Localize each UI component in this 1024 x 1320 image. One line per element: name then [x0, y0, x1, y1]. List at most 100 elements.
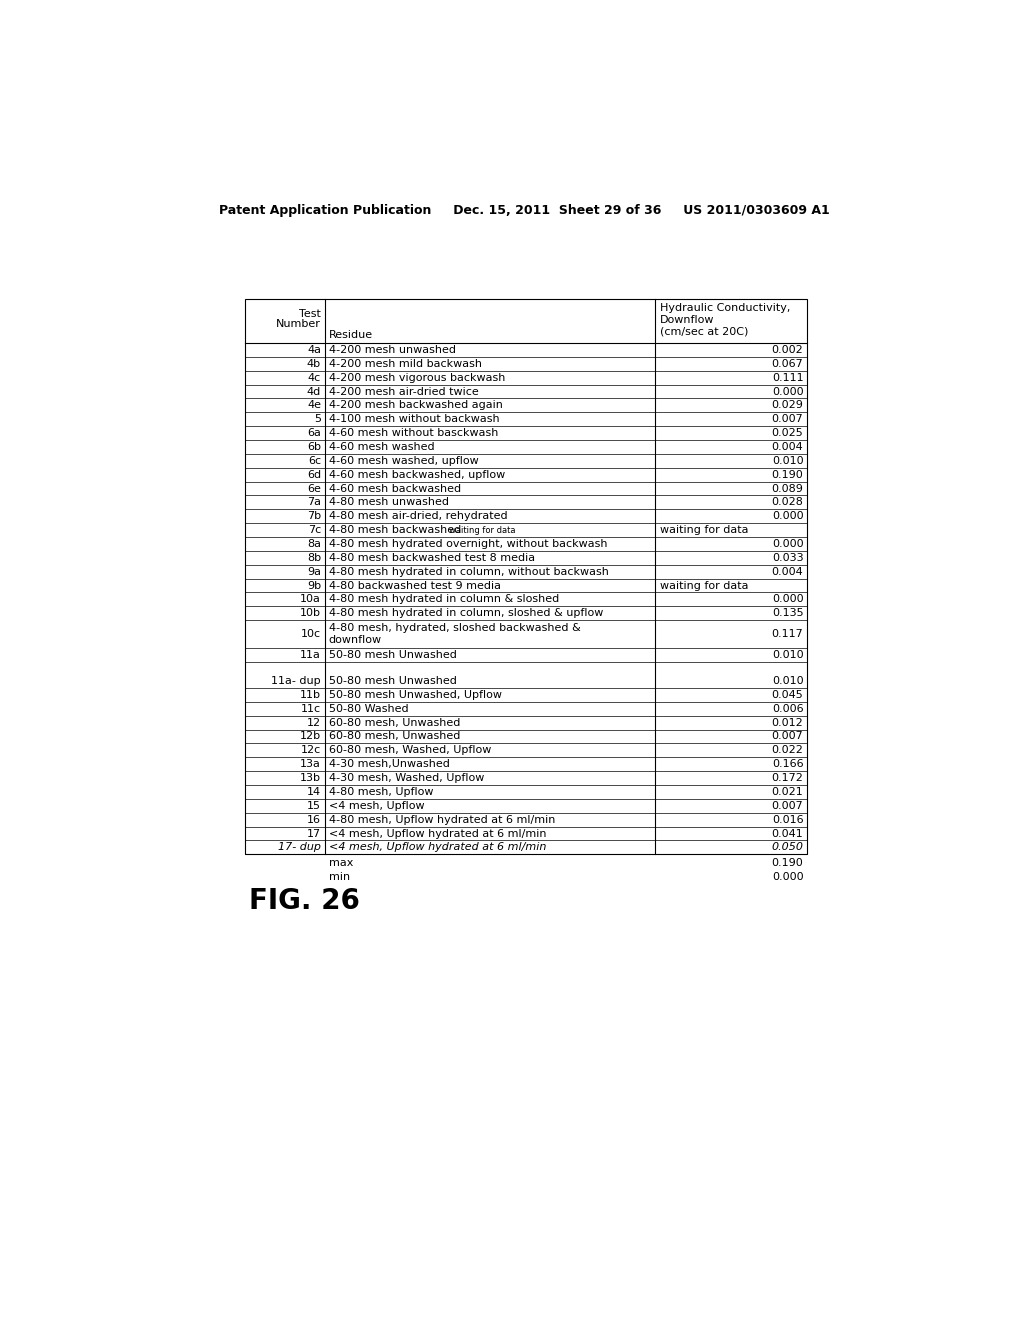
Text: 4-80 mesh unwashed: 4-80 mesh unwashed [329, 498, 449, 507]
Text: 0.033: 0.033 [772, 553, 804, 562]
Text: 4-80 mesh hydrated in column, sloshed & upflow: 4-80 mesh hydrated in column, sloshed & … [329, 609, 603, 618]
Text: 17: 17 [307, 829, 321, 838]
Text: 0.004: 0.004 [772, 442, 804, 451]
Text: 4-80 mesh backwashed: 4-80 mesh backwashed [329, 525, 461, 535]
Text: 4-200 mesh vigorous backwash: 4-200 mesh vigorous backwash [329, 372, 505, 383]
Text: 0.021: 0.021 [772, 787, 804, 797]
Text: 0.010: 0.010 [772, 455, 804, 466]
Text: (cm/sec at 20C): (cm/sec at 20C) [659, 327, 748, 337]
Text: 11a- dup: 11a- dup [271, 676, 321, 686]
Text: <4 mesh, Upflow: <4 mesh, Upflow [329, 801, 424, 810]
Text: 0.002: 0.002 [772, 345, 804, 355]
Text: 0.004: 0.004 [772, 566, 804, 577]
Text: 60-80 mesh, Washed, Upflow: 60-80 mesh, Washed, Upflow [329, 746, 492, 755]
Text: 13b: 13b [300, 774, 321, 783]
Text: 7c: 7c [307, 525, 321, 535]
Text: 0.029: 0.029 [771, 400, 804, 411]
Text: 17- dup: 17- dup [278, 842, 321, 853]
Text: 0.000: 0.000 [772, 539, 804, 549]
Text: 10c: 10c [301, 630, 321, 639]
Text: 4-80 mesh hydrated in column, without backwash: 4-80 mesh hydrated in column, without ba… [329, 566, 608, 577]
Text: 0.050: 0.050 [771, 842, 804, 853]
Text: 10b: 10b [300, 609, 321, 618]
Text: 0.000: 0.000 [772, 387, 804, 396]
Text: waiting for data: waiting for data [659, 525, 749, 535]
Text: 4-200 mesh backwashed again: 4-200 mesh backwashed again [329, 400, 503, 411]
Text: 0.022: 0.022 [771, 746, 804, 755]
Text: 0.089: 0.089 [771, 483, 804, 494]
Text: 0.007: 0.007 [772, 801, 804, 810]
Text: 4-80 mesh, hydrated, sloshed backwashed &: 4-80 mesh, hydrated, sloshed backwashed … [329, 623, 581, 634]
Text: 10a: 10a [300, 594, 321, 605]
Text: 0.010: 0.010 [772, 676, 804, 686]
Text: 0.007: 0.007 [772, 414, 804, 424]
Text: 4e: 4e [307, 400, 321, 411]
Text: 50-80 Washed: 50-80 Washed [329, 704, 409, 714]
Text: 4-100 mesh without backwash: 4-100 mesh without backwash [329, 414, 500, 424]
Text: Number: Number [276, 319, 321, 330]
Text: 0.000: 0.000 [772, 594, 804, 605]
Text: 4-80 backwashed test 9 media: 4-80 backwashed test 9 media [329, 581, 501, 590]
Text: 11a: 11a [300, 649, 321, 660]
Text: 0.190: 0.190 [772, 858, 804, 867]
Text: 0.190: 0.190 [772, 470, 804, 479]
Text: waiting for data: waiting for data [659, 581, 749, 590]
Text: 4-200 mesh air-dried twice: 4-200 mesh air-dried twice [329, 387, 478, 396]
Text: 7a: 7a [307, 498, 321, 507]
Text: 4-60 mesh washed: 4-60 mesh washed [329, 442, 434, 451]
Text: 4-30 mesh,Unwashed: 4-30 mesh,Unwashed [329, 759, 450, 770]
Text: <4 mesh, Upflow hydrated at 6 ml/min: <4 mesh, Upflow hydrated at 6 ml/min [329, 829, 546, 838]
Text: 4-60 mesh backwashed, upflow: 4-60 mesh backwashed, upflow [329, 470, 505, 479]
Text: 8a: 8a [307, 539, 321, 549]
Text: 4d: 4d [306, 387, 321, 396]
Text: min: min [329, 871, 350, 882]
Text: 0.028: 0.028 [771, 498, 804, 507]
Text: 0.067: 0.067 [772, 359, 804, 368]
Text: 50-80 mesh Unwashed, Upflow: 50-80 mesh Unwashed, Upflow [329, 690, 502, 700]
Text: Hydraulic Conductivity,: Hydraulic Conductivity, [659, 304, 790, 313]
Text: 7b: 7b [307, 511, 321, 521]
Text: 6c: 6c [308, 455, 321, 466]
Text: 0.041: 0.041 [772, 829, 804, 838]
Text: 0.000: 0.000 [772, 871, 804, 882]
Text: 60-80 mesh, Unwashed: 60-80 mesh, Unwashed [329, 731, 460, 742]
Text: Patent Application Publication     Dec. 15, 2011  Sheet 29 of 36     US 2011/030: Patent Application Publication Dec. 15, … [219, 205, 830, 218]
Text: 4-30 mesh, Washed, Upflow: 4-30 mesh, Washed, Upflow [329, 774, 484, 783]
Text: 4-80 mesh, Upflow hydrated at 6 ml/min: 4-80 mesh, Upflow hydrated at 6 ml/min [329, 814, 555, 825]
Text: Test: Test [299, 309, 321, 319]
Text: 12b: 12b [300, 731, 321, 742]
Text: 5: 5 [314, 414, 321, 424]
Text: waiting for data: waiting for data [449, 525, 515, 535]
Text: 0.172: 0.172 [771, 774, 804, 783]
Text: 0.117: 0.117 [772, 630, 804, 639]
Text: 6e: 6e [307, 483, 321, 494]
Text: 13a: 13a [300, 759, 321, 770]
Text: Residue: Residue [329, 330, 373, 341]
Text: 0.006: 0.006 [772, 704, 804, 714]
Text: 6a: 6a [307, 428, 321, 438]
Text: 9a: 9a [307, 566, 321, 577]
Text: 4-60 mesh without basckwash: 4-60 mesh without basckwash [329, 428, 498, 438]
Text: 0.166: 0.166 [772, 759, 804, 770]
Text: 0.045: 0.045 [772, 690, 804, 700]
Text: 0.016: 0.016 [772, 814, 804, 825]
Text: 9b: 9b [307, 581, 321, 590]
Text: 0.010: 0.010 [772, 649, 804, 660]
Text: 4-80 mesh, Upflow: 4-80 mesh, Upflow [329, 787, 433, 797]
Text: 6b: 6b [307, 442, 321, 451]
Text: 12c: 12c [301, 746, 321, 755]
Text: downflow: downflow [329, 635, 382, 645]
Text: 16: 16 [307, 814, 321, 825]
Text: 6d: 6d [307, 470, 321, 479]
Text: Downflow: Downflow [659, 315, 714, 325]
Text: 0.000: 0.000 [772, 511, 804, 521]
Text: 4-60 mesh washed, upflow: 4-60 mesh washed, upflow [329, 455, 478, 466]
Text: 4-80 mesh hydrated in column & sloshed: 4-80 mesh hydrated in column & sloshed [329, 594, 559, 605]
Text: 4c: 4c [307, 372, 321, 383]
Text: 0.111: 0.111 [772, 372, 804, 383]
Text: 0.007: 0.007 [772, 731, 804, 742]
Text: 11c: 11c [301, 704, 321, 714]
Text: 4b: 4b [307, 359, 321, 368]
Text: 11b: 11b [300, 690, 321, 700]
Text: 0.025: 0.025 [772, 428, 804, 438]
